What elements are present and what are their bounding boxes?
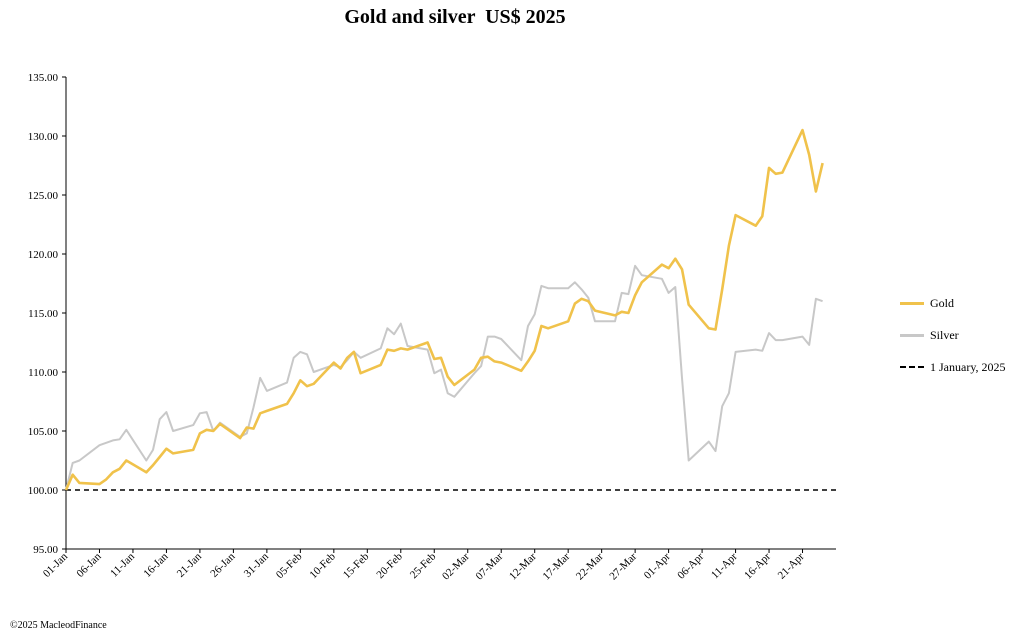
series-line-gold xyxy=(64,128,824,491)
x-tick-label: 26-Jan xyxy=(208,550,238,580)
x-tick-label: 05-Feb xyxy=(274,550,305,581)
x-tick-label: 10-Feb xyxy=(307,550,338,581)
chart-legend: Gold Silver 1 January, 2025 xyxy=(900,287,1006,383)
x-tick-label: 01-Apr xyxy=(642,550,673,581)
series-layer xyxy=(64,128,836,491)
legend-swatch-baseline xyxy=(900,366,924,368)
series-line-silver xyxy=(65,264,823,491)
x-tick-label: 11-Apr xyxy=(709,550,740,581)
y-tick-label: 100.00 xyxy=(28,485,59,497)
x-tick-label: 07-Mar xyxy=(474,550,506,582)
legend-label-baseline: 1 January, 2025 xyxy=(930,359,1006,374)
x-tick-label: 22-Mar xyxy=(574,550,606,582)
y-tick-label: 120.00 xyxy=(28,249,59,261)
x-tick-label: 25-Feb xyxy=(408,550,439,581)
y-tick-label: 130.00 xyxy=(28,131,59,143)
x-tick-label: 27-Mar xyxy=(607,550,639,582)
x-tick-label: 16-Apr xyxy=(742,550,773,581)
x-tick-label: 17-Mar xyxy=(540,550,572,582)
legend-item-gold: Gold xyxy=(900,287,1006,319)
y-tick-label: 110.00 xyxy=(28,367,58,379)
legend-swatch-silver xyxy=(900,333,924,337)
x-tick-label: 21-Apr xyxy=(776,550,807,581)
chart-title: Gold and silver US$ 2025 xyxy=(344,6,566,28)
y-tick-label: 105.00 xyxy=(28,426,59,438)
x-tick-label: 06-Jan xyxy=(74,550,104,580)
y-tick-label: 135.00 xyxy=(28,72,59,84)
legend-swatch-gold xyxy=(900,301,924,305)
y-tick-label: 125.00 xyxy=(28,190,59,202)
legend-label-silver: Silver xyxy=(930,327,959,342)
x-tick-label: 21-Jan xyxy=(175,550,205,580)
legend-item-silver: Silver xyxy=(900,319,1006,351)
legend-label-gold: Gold xyxy=(930,295,954,310)
x-tick-label: 02-Mar xyxy=(440,550,472,582)
x-tick-label: 20-Feb xyxy=(374,550,405,581)
x-tick-label: 31-Jan xyxy=(242,550,272,580)
x-tick-label: 12-Mar xyxy=(507,550,539,582)
x-tick-label: 06-Apr xyxy=(675,550,706,581)
y-tick-label: 115.00 xyxy=(28,308,58,320)
x-tick-label: 15-Feb xyxy=(341,550,372,581)
x-tick-label: 16-Jan xyxy=(141,550,171,580)
legend-item-baseline: 1 January, 2025 xyxy=(900,351,1006,383)
copyright-text: ©2025 MacleodFinance xyxy=(10,620,107,631)
y-tick-label: 95.00 xyxy=(33,544,58,556)
x-tick-label: 11-Jan xyxy=(108,550,137,579)
